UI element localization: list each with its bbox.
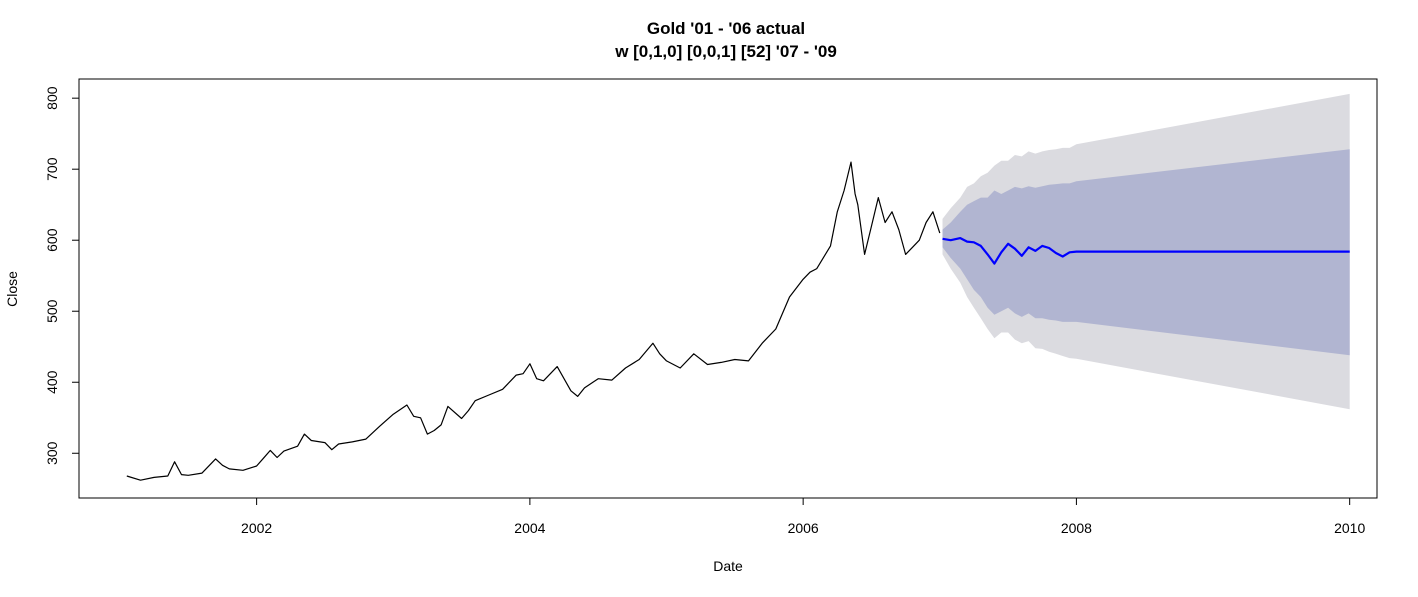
actual-series-line <box>126 161 941 481</box>
chart-title: Gold '01 - '06 actual <box>647 19 805 38</box>
series-lines <box>126 161 1350 481</box>
y-tick-label: 600 <box>44 228 60 252</box>
y-tick-label: 500 <box>44 299 60 323</box>
x-tick-label: 2002 <box>241 520 272 536</box>
x-tick-label: 2004 <box>514 520 545 536</box>
x-tick-label: 2008 <box>1061 520 1092 536</box>
x-axis-label: Date <box>713 558 743 574</box>
x-axis: 2002 2004 2006 2008 2010 <box>241 497 1365 536</box>
y-axis: 300 400 500 600 700 800 <box>44 86 80 465</box>
x-tick-label: 2006 <box>788 520 819 536</box>
y-tick-label: 300 <box>44 441 60 465</box>
y-tick-label: 700 <box>44 157 60 181</box>
y-tick-label: 400 <box>44 370 60 394</box>
x-tick-label: 2010 <box>1334 520 1365 536</box>
y-tick-label: 800 <box>44 86 60 110</box>
y-axis-label: Close <box>4 271 20 307</box>
forecast-series-line <box>942 237 1350 265</box>
chart-subtitle: w [0,1,0] [0,0,1] [52] '07 - '09 <box>614 42 837 61</box>
